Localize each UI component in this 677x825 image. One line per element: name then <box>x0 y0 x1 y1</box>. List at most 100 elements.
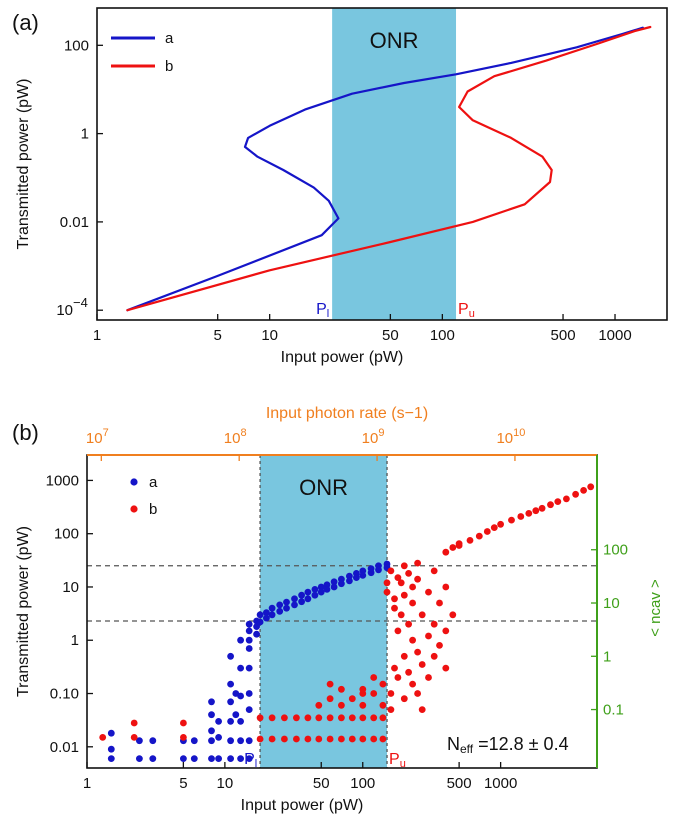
point-a <box>375 566 382 574</box>
y-axis-ticks: 0.01 0.10 1 10 100 1000 <box>46 472 93 756</box>
point-b <box>394 627 402 635</box>
point-b <box>130 719 138 727</box>
x-axis-label: Input power (pW) <box>241 797 364 814</box>
point-b <box>315 735 323 743</box>
point-a <box>317 583 325 591</box>
neff-value: =12.8 ± 0.4 <box>473 734 568 754</box>
point-a <box>215 755 223 762</box>
point-b <box>418 611 426 619</box>
point-a <box>291 595 298 603</box>
point-b <box>442 548 450 556</box>
point-b <box>414 559 421 567</box>
point-b <box>370 674 378 681</box>
point-b <box>379 680 387 688</box>
point-b <box>180 734 187 741</box>
point-b <box>391 604 398 612</box>
top-tick-label: 1010 <box>496 427 525 447</box>
x-tick-label: 500 <box>551 327 576 344</box>
point-b <box>268 714 276 722</box>
point-b <box>281 735 288 743</box>
point-a <box>298 591 305 599</box>
point-b <box>370 735 378 743</box>
dashed-levels <box>87 565 597 622</box>
point-a <box>245 664 253 672</box>
point-b <box>256 714 264 722</box>
x-tick-label: 1000 <box>484 775 517 792</box>
right-tick-label: 10 <box>603 595 620 612</box>
point-b <box>436 599 443 607</box>
band-edge-label: Pu <box>458 301 475 320</box>
y-tick-label: 100 <box>54 526 79 543</box>
point-a <box>353 574 360 581</box>
x-tick-label: 1000 <box>598 327 631 344</box>
point-b <box>391 595 398 603</box>
x-tick-label: 100 <box>350 775 375 792</box>
point-b <box>370 714 378 722</box>
point-a <box>263 614 270 622</box>
point-b <box>587 483 595 491</box>
point-a <box>190 755 198 762</box>
point-a <box>256 611 264 619</box>
point-b <box>348 695 356 703</box>
point-a <box>149 755 157 762</box>
y-axis-ticks: 10 0.01 1 100 <box>56 37 103 319</box>
point-a <box>237 692 245 700</box>
point-b <box>348 735 356 743</box>
point-b <box>400 695 408 703</box>
x-tick-label: 5 <box>214 327 222 344</box>
point-a <box>208 711 215 719</box>
point-b <box>483 528 491 535</box>
point-b <box>397 579 405 587</box>
neff-annotation: Neff =12.8 ± 0.4 <box>447 734 569 756</box>
point-b <box>359 714 367 722</box>
point-b <box>379 735 387 743</box>
point-b <box>304 735 312 743</box>
point-a <box>149 737 157 745</box>
top-tick-label: 108 <box>224 427 247 447</box>
y-tick-label: 10 <box>56 302 73 319</box>
point-a <box>317 588 325 596</box>
point-a <box>253 630 260 638</box>
point-a <box>237 718 245 725</box>
point-a <box>208 727 215 735</box>
series-a-line <box>126 26 644 312</box>
band-edge-subscript: l <box>255 758 257 770</box>
x-tick-label: 5 <box>179 775 187 792</box>
point-b <box>326 714 334 722</box>
y-tick-label: 0.10 <box>50 686 79 703</box>
point-b <box>315 701 323 709</box>
point-b <box>130 734 138 741</box>
point-a <box>311 586 319 593</box>
y-tick-label: 0.01 <box>60 214 89 231</box>
top-tick-exponent: 8 <box>240 427 246 439</box>
point-b <box>425 588 432 596</box>
x-tick-label: 10 <box>217 775 234 792</box>
point-a <box>215 718 223 725</box>
point-b <box>394 574 402 581</box>
point-a <box>304 595 312 603</box>
point-b <box>442 583 450 591</box>
top-tick-label: 109 <box>362 427 385 447</box>
point-a <box>268 604 276 612</box>
point-a <box>330 578 338 586</box>
point-a <box>346 577 353 585</box>
point-a <box>291 601 298 609</box>
point-a <box>136 737 143 745</box>
legend-marker-b <box>130 505 138 513</box>
point-a <box>359 572 367 579</box>
band-edge-subscript: u <box>469 308 475 320</box>
legend: ab <box>130 474 158 518</box>
point-b <box>508 516 515 524</box>
point-a <box>245 706 253 713</box>
point-a <box>227 698 235 706</box>
x-tick-label: 100 <box>430 327 455 344</box>
panel-b-label: (b) <box>12 420 39 445</box>
point-b <box>414 648 421 656</box>
point-b <box>315 714 323 722</box>
band-edge-label: Pu <box>389 751 406 770</box>
point-b <box>414 575 421 583</box>
point-b <box>359 735 367 743</box>
legend: ab <box>111 30 174 75</box>
point-b <box>430 567 438 575</box>
point-b <box>383 588 391 596</box>
